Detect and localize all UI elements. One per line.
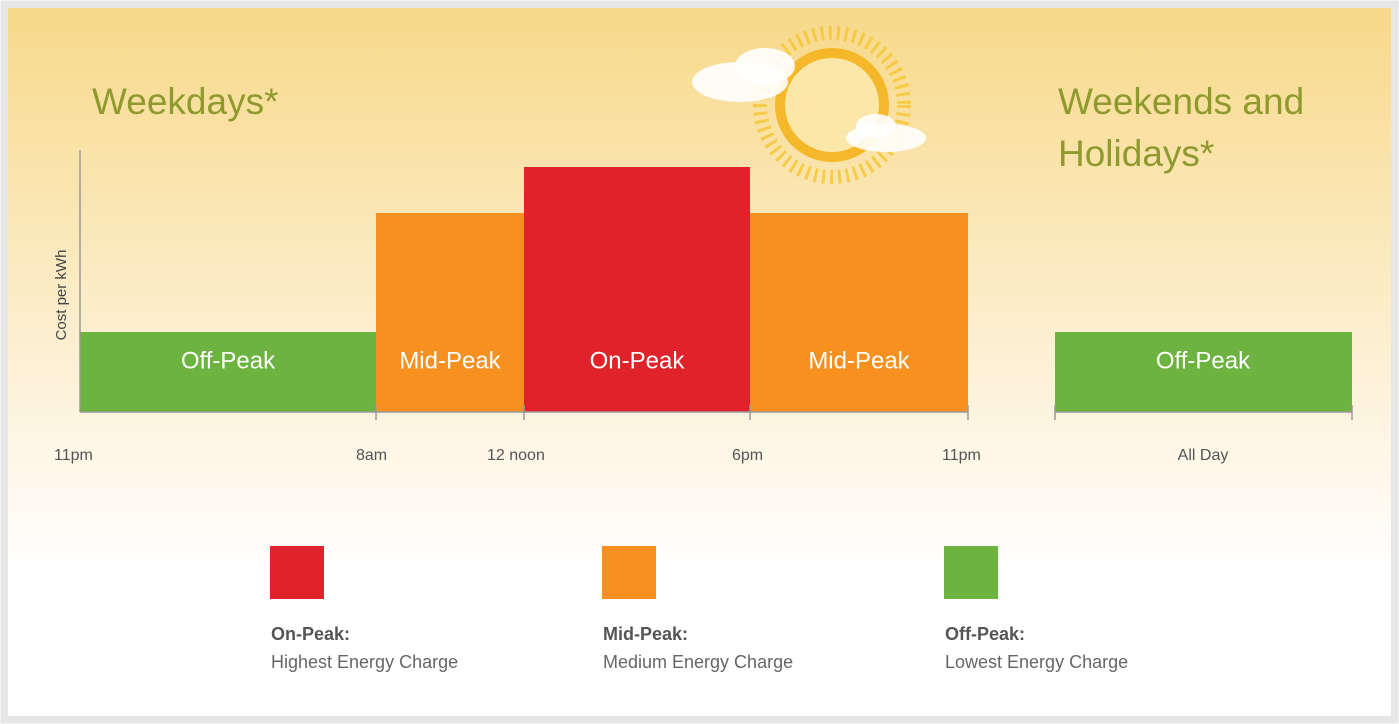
weekends-title: Weekends and bbox=[1058, 81, 1304, 122]
period-label: Off-Peak bbox=[181, 347, 276, 374]
legend-name: Mid-Peak: bbox=[603, 624, 688, 644]
sun-illustration bbox=[692, 26, 926, 184]
mid-peak-bar bbox=[376, 213, 524, 412]
time-label: 11pm bbox=[942, 447, 981, 464]
legend-swatch bbox=[602, 546, 656, 599]
time-label: 11pm bbox=[54, 447, 93, 464]
period-label: Off-Peak bbox=[1156, 347, 1251, 374]
legend-description: Medium Energy Charge bbox=[603, 652, 793, 672]
period-label: Mid-Peak bbox=[399, 347, 501, 374]
time-label: All Day bbox=[1178, 447, 1229, 464]
period-label: On-Peak bbox=[590, 347, 686, 374]
legend-name: Off-Peak: bbox=[945, 624, 1025, 644]
y-axis-label: Cost per kWh bbox=[53, 250, 70, 341]
legend-description: Highest Energy Charge bbox=[271, 652, 458, 672]
legend-swatch bbox=[944, 546, 998, 599]
weekdays-title: Weekdays* bbox=[92, 81, 278, 122]
time-label: 6pm bbox=[732, 447, 763, 464]
on-peak-bar bbox=[524, 167, 750, 412]
legend-name: On-Peak: bbox=[271, 624, 350, 644]
weekends-title: Holidays* bbox=[1058, 133, 1214, 174]
time-label: 12 noon bbox=[487, 447, 545, 464]
legend-description: Lowest Energy Charge bbox=[945, 652, 1128, 672]
mid-peak-bar bbox=[750, 213, 968, 412]
period-label: Mid-Peak bbox=[808, 347, 910, 374]
off-peak-bar bbox=[80, 332, 376, 412]
off-peak-bar bbox=[1055, 332, 1352, 412]
tick-marks bbox=[375, 405, 969, 420]
legend-swatch bbox=[270, 546, 324, 599]
time-label: 8am bbox=[356, 447, 387, 464]
